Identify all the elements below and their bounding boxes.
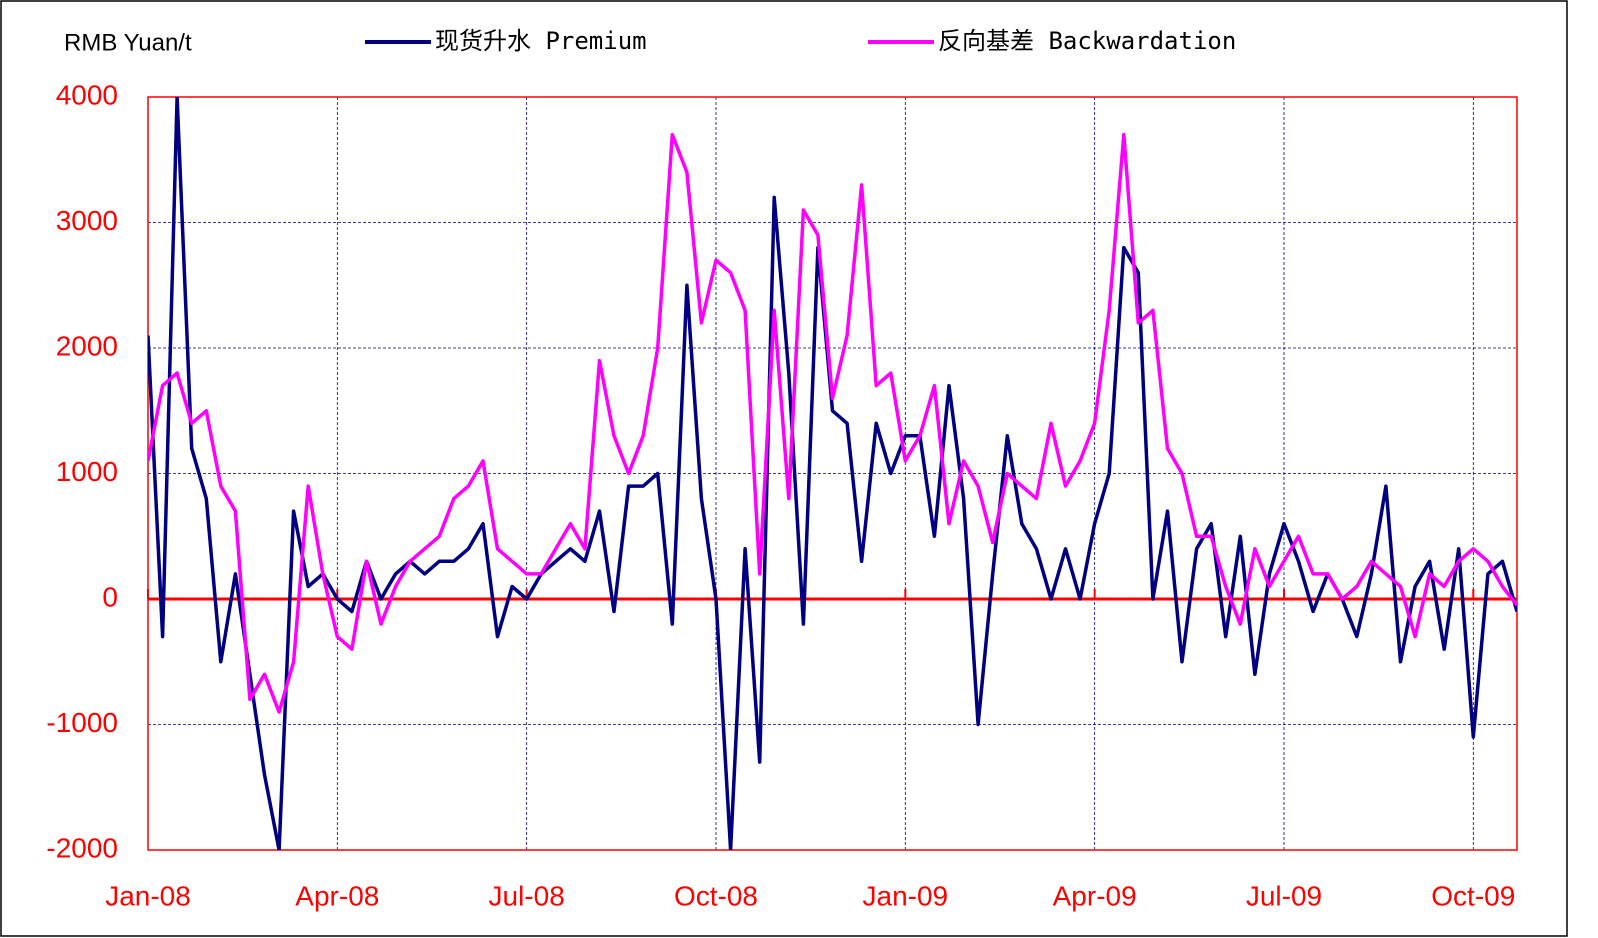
x-tick-label: Apr-08 <box>295 880 379 911</box>
legend-label: 现货升水 Premium <box>435 27 647 55</box>
y-tick-label: 2000 <box>56 330 118 361</box>
x-tick-label: Jul-08 <box>489 880 565 911</box>
y-tick-label: -2000 <box>46 832 118 863</box>
x-tick-label: Oct-08 <box>674 880 758 911</box>
x-tick-label: Jul-09 <box>1246 880 1322 911</box>
y-tick-label: -1000 <box>46 707 118 738</box>
x-tick-label: Apr-09 <box>1053 880 1137 911</box>
plot-border <box>147 96 1518 851</box>
legend-label: 反向基差 Backwardation <box>938 27 1236 55</box>
y-tick-label: 4000 <box>56 79 118 110</box>
x-tick-label: Jan-08 <box>105 880 191 911</box>
y-axis-label: RMB Yuan/t <box>64 29 192 56</box>
series-line <box>148 97 1517 850</box>
x-tick-label: Oct-09 <box>1431 880 1515 911</box>
y-tick-label: 3000 <box>56 205 118 236</box>
series-line <box>148 132 1517 714</box>
y-tick-label: 0 <box>102 581 118 612</box>
y-tick-label: 1000 <box>56 456 118 487</box>
x-tick-label: Jan-09 <box>863 880 949 911</box>
